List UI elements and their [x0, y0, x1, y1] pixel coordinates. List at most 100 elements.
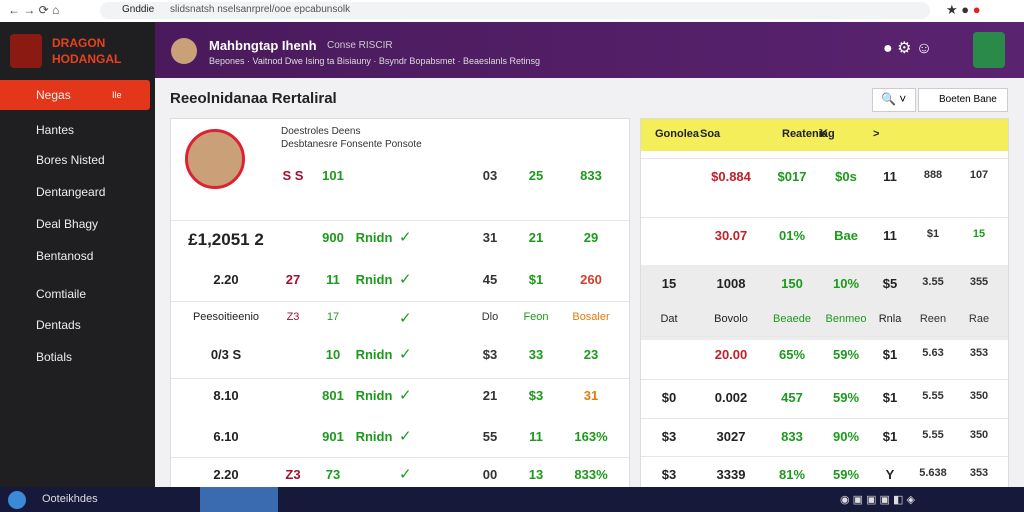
- cell: Rnidn: [355, 230, 393, 245]
- header: Mahbngtap Ihenh Conse RISCIR Bepones · V…: [155, 22, 1024, 78]
- cell: 353: [969, 347, 989, 359]
- taskbar: Ooteikhdes ◉ ▣ ▣ ▣ ◧ ◈: [0, 487, 1024, 512]
- cell: Bosaler: [572, 311, 610, 323]
- cell: Dlo: [481, 311, 499, 323]
- check-icon: ✓: [399, 229, 412, 246]
- address-bar[interactable]: Gnddie slidsnatsh nselsanrprel/ooe epcab…: [100, 2, 930, 19]
- cell: Y: [885, 467, 895, 482]
- cell: 31: [583, 388, 599, 403]
- cell: Rae: [968, 313, 990, 325]
- cell: 59%: [832, 467, 860, 482]
- nav-item[interactable]: Negas: [0, 80, 150, 110]
- nav-buttons[interactable]: ← → ⟳ ⌂: [8, 3, 60, 17]
- cell: S S: [282, 168, 304, 183]
- cell: 10: [325, 347, 341, 362]
- start-button[interactable]: [8, 491, 26, 509]
- cell: $3: [528, 388, 544, 403]
- nav-item[interactable]: Dentangeard: [36, 185, 106, 199]
- cell: 5.638: [919, 467, 947, 479]
- nav-item[interactable]: Hantes: [36, 123, 75, 137]
- row-divider: [641, 336, 1008, 337]
- cell: 101: [322, 168, 344, 183]
- cell: 8.10: [213, 388, 239, 403]
- cell: $1: [882, 390, 898, 405]
- cell: Feon: [523, 311, 549, 323]
- row-shade: [641, 302, 1008, 340]
- cell: Bovolo: [714, 313, 748, 325]
- nav-item[interactable]: Comtiaile: [36, 287, 87, 301]
- cell: 163%: [574, 429, 608, 444]
- cell: 801: [322, 388, 344, 403]
- cell: 29: [583, 230, 599, 245]
- cell: 900: [322, 230, 344, 245]
- sidebar: DRAGON HODANGAL Negas Hantes Bores Nisted D…: [0, 22, 155, 487]
- cell: 457: [781, 390, 803, 405]
- cell: £1,2051 2: [188, 230, 264, 249]
- header-icons[interactable]: ● ⚙ ☺: [883, 40, 933, 57]
- nav-item[interactable]: Bentanosd: [36, 249, 94, 263]
- cell: $3: [661, 467, 677, 482]
- cell: 0/3 S: [210, 347, 242, 362]
- tab-label: Gnddie: [122, 4, 155, 15]
- active-app[interactable]: [200, 487, 278, 512]
- cell: 15: [972, 228, 986, 240]
- cell: 27: [285, 272, 301, 287]
- cell: Bae: [834, 228, 858, 243]
- cell: $0s: [835, 169, 857, 184]
- cell: 10%: [832, 276, 860, 291]
- tray: ◉ ▣ ▣ ▣ ◧ ◈: [840, 494, 915, 506]
- nav-badge: Ile: [112, 90, 122, 100]
- cell: 73: [325, 467, 341, 482]
- cell: 30.07: [714, 228, 748, 243]
- cell: 2.20: [213, 467, 239, 482]
- caption: Doestroles Deens: [281, 126, 361, 137]
- cell: 11: [326, 272, 340, 287]
- cell: 2.20: [213, 272, 239, 287]
- header-title: Mahbngtap Ihenh: [209, 38, 317, 53]
- brand: HODANGAL: [52, 52, 122, 66]
- cell: Rnidn: [355, 429, 393, 444]
- cell: 355: [969, 276, 989, 288]
- nav-item[interactable]: Deal Bhagy: [36, 217, 99, 231]
- check-icon: ✓: [399, 310, 412, 327]
- row-divider: [171, 378, 629, 379]
- cell: 11: [529, 429, 543, 444]
- search-box[interactable]: Ooteikhdes: [42, 493, 98, 505]
- column-header: Reatenia: [782, 128, 828, 140]
- logo: [10, 34, 42, 68]
- nav-item[interactable]: Bores Nisted: [36, 153, 105, 167]
- nav-item[interactable]: Dentads: [36, 318, 81, 332]
- cell: Rnidn: [355, 388, 393, 403]
- brand: DRAGON: [52, 36, 106, 50]
- cell: 6.10: [213, 429, 239, 444]
- cell: 59%: [832, 390, 860, 405]
- cell: 3.55: [922, 276, 944, 288]
- cell: 5.55: [922, 390, 944, 402]
- cell: 11: [883, 228, 897, 243]
- search-button[interactable]: 🔍 ˅: [872, 88, 916, 112]
- row-divider: [641, 418, 1008, 419]
- cell: 55: [482, 429, 498, 444]
- cell: 81%: [778, 467, 806, 482]
- row-divider: [641, 379, 1008, 380]
- column-header: >: [873, 128, 880, 140]
- cell: Benmeo: [825, 313, 867, 325]
- check-icon: ✓: [399, 387, 412, 404]
- cell: Z3: [286, 311, 300, 323]
- cell: 260: [580, 272, 602, 287]
- nav-item[interactable]: Botials: [36, 350, 73, 364]
- row-divider: [171, 220, 629, 221]
- row-divider: [641, 456, 1008, 457]
- browser-icons[interactable]: ★ ● ●: [946, 2, 981, 17]
- cell: $3: [482, 347, 498, 362]
- cell: Reen: [919, 313, 947, 325]
- header-row: [641, 119, 1008, 151]
- cell: 25: [528, 168, 544, 183]
- cell: Rnidn: [355, 272, 393, 287]
- filter[interactable]: Boeten Bane: [918, 88, 1008, 112]
- cell: 00: [482, 467, 498, 482]
- avatar: [171, 38, 197, 64]
- cell: 33: [528, 347, 544, 362]
- cell: 888: [923, 169, 943, 181]
- cell: 833%: [574, 467, 608, 482]
